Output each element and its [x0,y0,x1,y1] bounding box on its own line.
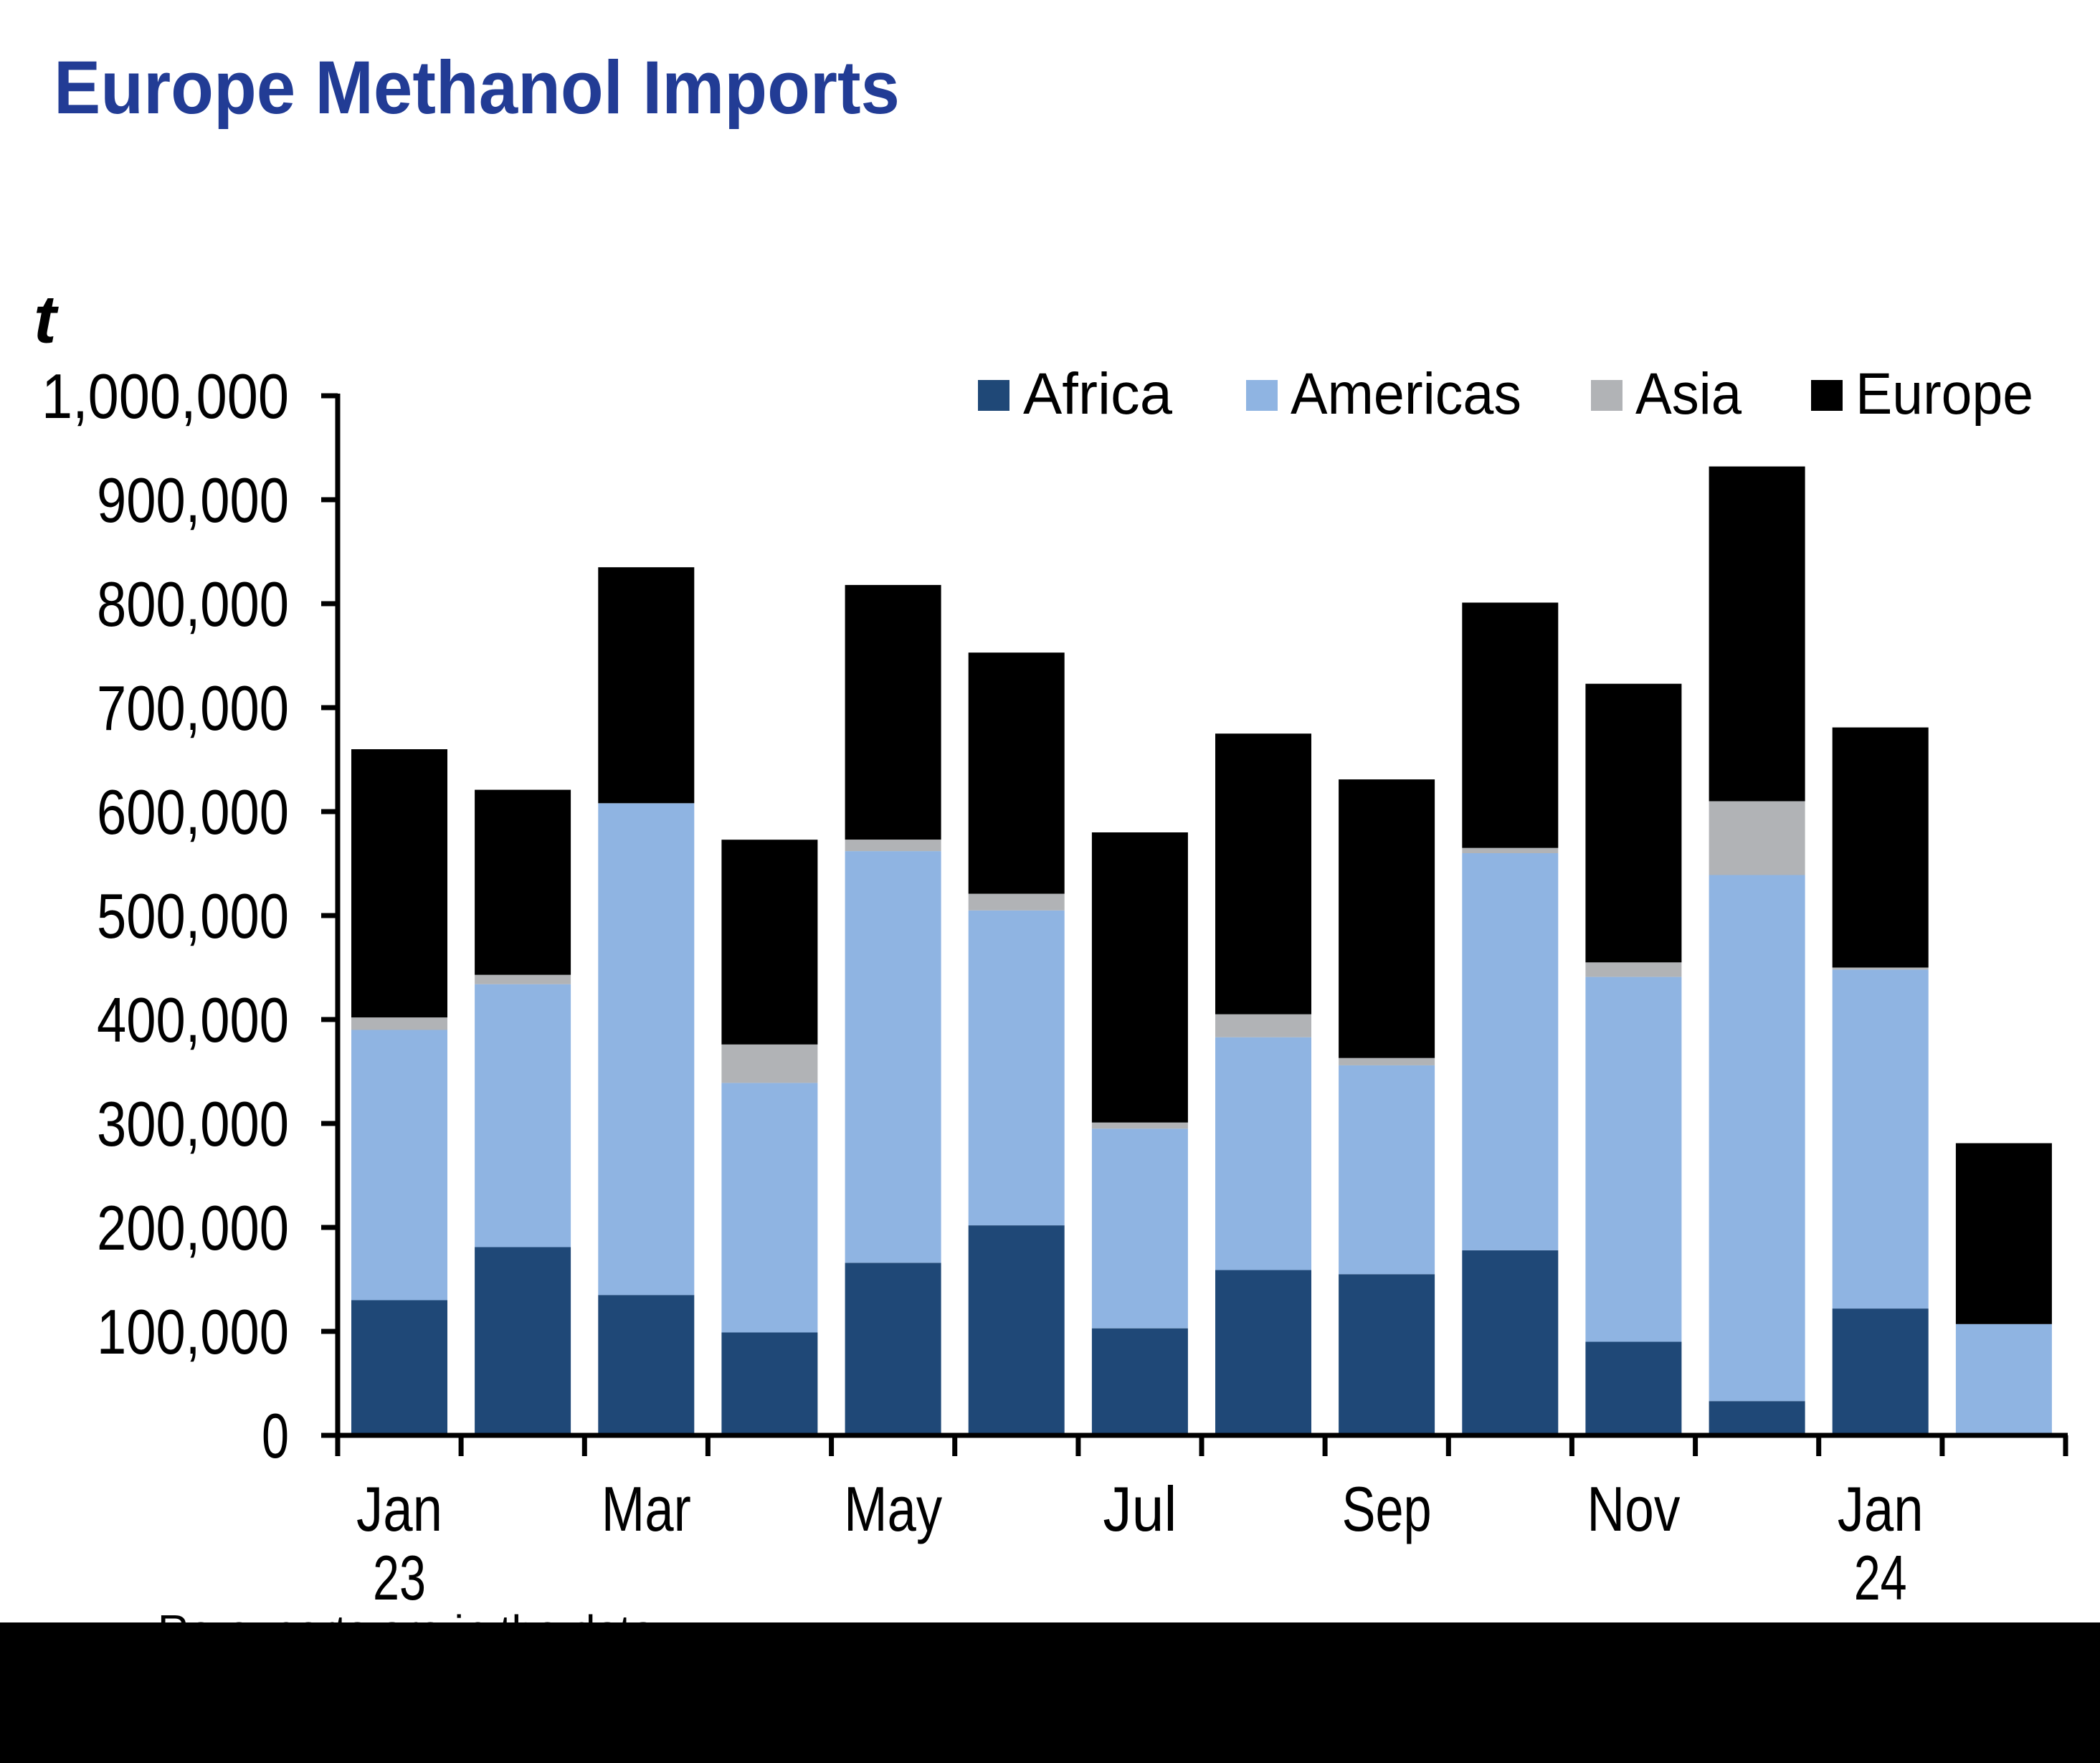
svg-text:Sep: Sep [1342,1473,1432,1544]
svg-text:May: May [844,1473,942,1544]
svg-text:900,000: 900,000 [97,465,289,536]
svg-text:600,000: 600,000 [97,776,289,847]
svg-text:0: 0 [262,1400,289,1471]
svg-text:Europe Methanol Imports: Europe Methanol Imports [54,46,900,130]
svg-text:Mar: Mar [602,1473,691,1544]
svg-text:Jan: Jan [1838,1473,1924,1544]
svg-text:Nov: Nov [1587,1473,1680,1544]
svg-text:700,000: 700,000 [97,673,289,743]
svg-text:Europe: Europe [1856,361,2033,427]
svg-text:Asia: Asia [1635,361,1742,427]
svg-text:800,000: 800,000 [97,569,289,640]
svg-text:500,000: 500,000 [97,880,289,951]
svg-text:t: t [34,282,59,358]
svg-text:Jan: Jan [356,1473,442,1544]
svg-text:24: 24 [1854,1542,1907,1613]
svg-text:23: 23 [373,1542,426,1613]
svg-text:400,000: 400,000 [97,984,289,1055]
svg-text:100,000: 100,000 [97,1296,289,1367]
svg-text:1,000,000: 1,000,000 [42,361,289,432]
svg-text:Americas: Americas [1291,361,1521,427]
svg-text:Africa: Africa [1023,361,1172,427]
svg-text:200,000: 200,000 [97,1192,289,1263]
svg-text:Jul: Jul [1103,1473,1177,1544]
svg-text:300,000: 300,000 [97,1088,289,1159]
